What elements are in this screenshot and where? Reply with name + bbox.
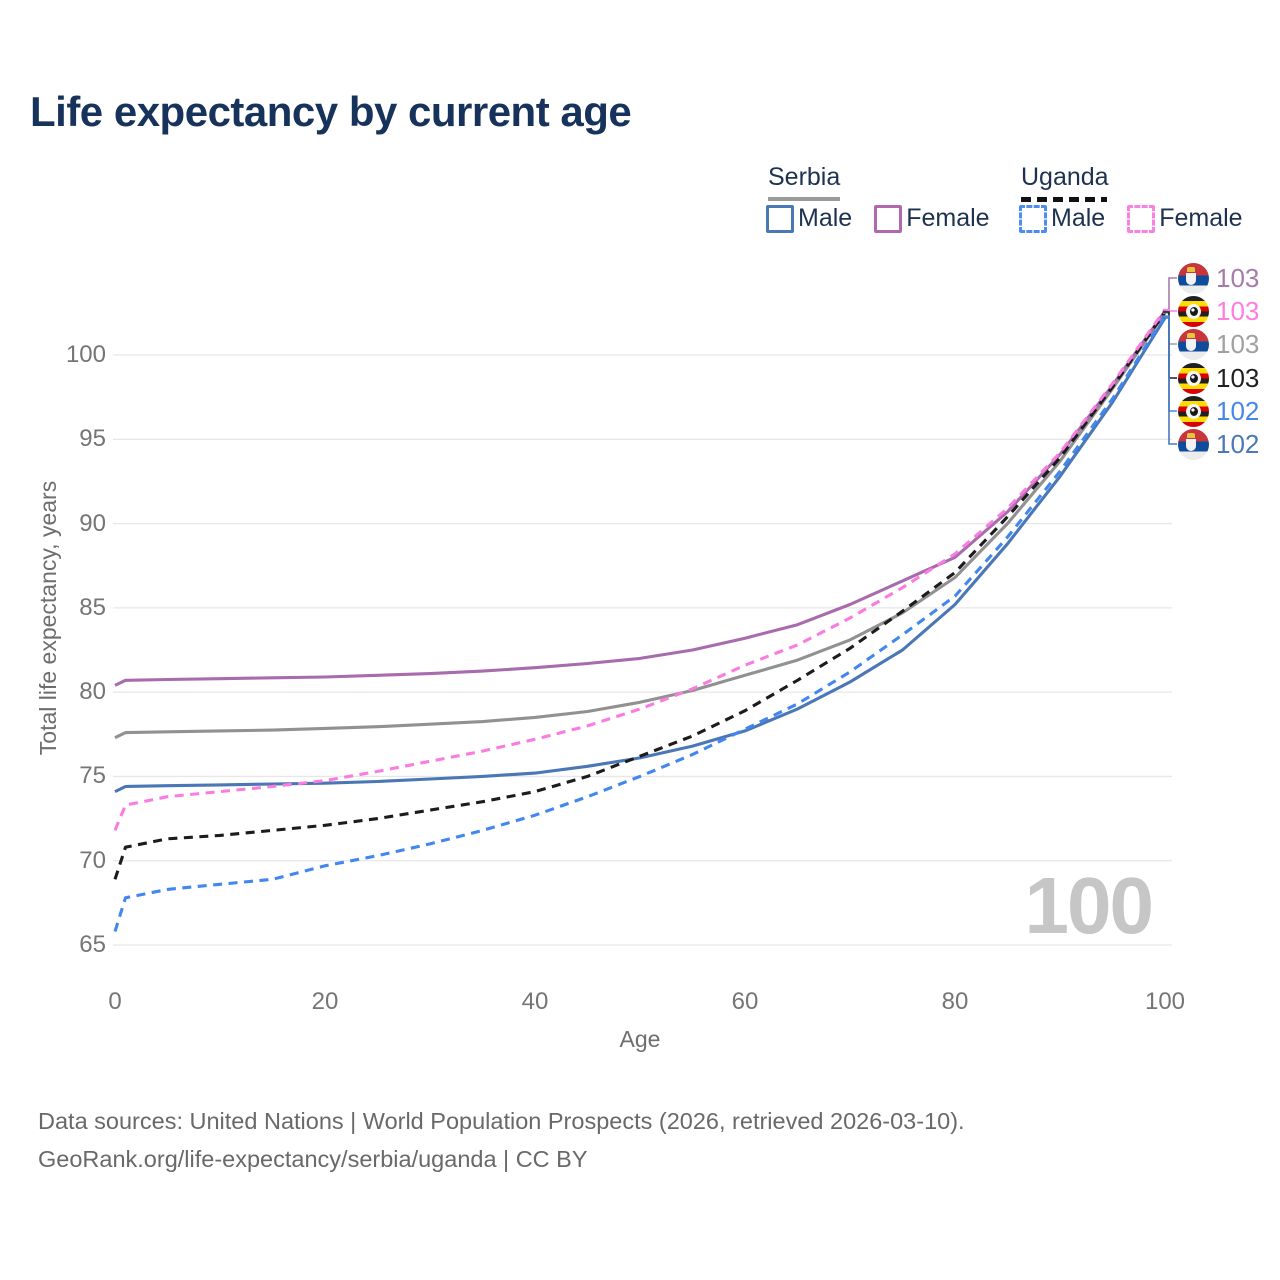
x-tick-80: 80	[941, 988, 969, 1015]
y-tick-85: 85	[79, 593, 106, 621]
y-tick-70: 70	[79, 846, 106, 874]
legend-label-uganda-male[interactable]: Male	[1051, 204, 1106, 232]
end-label-serbia-female: 103	[1178, 262, 1259, 294]
end-label-uganda-female: 103	[1178, 295, 1259, 327]
series-line-uganda-both-sexes[interactable]	[113, 311, 1167, 880]
end-label-value: 103	[1216, 328, 1260, 359]
x-axis-title: Age	[619, 1026, 661, 1052]
end-label-value: 103	[1216, 262, 1260, 293]
leader-line-serbia-male	[1163, 317, 1177, 445]
uganda-flag-icon	[1178, 395, 1209, 427]
y-axis-title: Total life expectancy, years	[35, 480, 61, 756]
end-label-serbia-both-sexes: 103	[1178, 328, 1259, 360]
legend-swatch-uganda-female[interactable]	[1127, 204, 1156, 233]
legend-country-uganda[interactable]: Uganda	[1021, 163, 1109, 191]
legend-group-uganda: Uganda	[1021, 163, 1109, 202]
y-tick-100: 100	[65, 341, 106, 368]
y-tick-90: 90	[79, 509, 106, 537]
x-tick-60: 60	[731, 988, 759, 1015]
end-label-value: 102	[1216, 428, 1260, 459]
series-line-uganda-male[interactable]	[113, 315, 1167, 932]
y-tick-95: 95	[79, 425, 106, 453]
end-label-uganda-male: 102	[1178, 395, 1259, 427]
leader-line-serbia-female	[1163, 277, 1177, 312]
y-tick-65: 65	[79, 931, 106, 958]
legend-swatch-serbia-female[interactable]	[874, 204, 903, 233]
footer-attribution[interactable]: GeoRank.org/life-expectancy/serbia/ugand…	[38, 1146, 588, 1172]
legend-country-serbia[interactable]: Serbia	[768, 163, 841, 191]
end-label-value: 103	[1216, 295, 1260, 326]
legend-group-serbia: Serbia	[768, 163, 840, 201]
series-line-serbia-female[interactable]	[114, 310, 1167, 687]
legend-underline-serbia	[768, 197, 840, 201]
serbia-flag-icon	[1178, 262, 1209, 294]
legend-underline-uganda	[1021, 197, 1107, 202]
y-tick-80: 80	[79, 678, 106, 706]
legend-row-serbia: Male Female	[766, 204, 990, 233]
leader-line-uganda-both-sexes	[1163, 311, 1177, 379]
series-line-uganda-female[interactable]	[113, 308, 1167, 831]
x-tick-20: 20	[311, 988, 339, 1015]
end-label-uganda-both-sexes: 103	[1178, 362, 1259, 394]
legend-label-uganda-female[interactable]: Female	[1159, 204, 1243, 232]
y-tick-75: 75	[79, 762, 106, 790]
footer-data-sources: Data sources: United Nations | World Pop…	[38, 1108, 965, 1134]
serbia-flag-icon	[1178, 328, 1209, 360]
age-watermark: 100	[1024, 861, 1154, 950]
leader-line-uganda-female	[1163, 308, 1177, 312]
legend-label-serbia-female[interactable]: Female	[906, 204, 990, 232]
end-label-value: 102	[1216, 395, 1260, 426]
legend-row-uganda: Male Female	[1019, 204, 1243, 233]
serbia-flag-icon	[1178, 428, 1209, 460]
x-tick-40: 40	[521, 988, 549, 1015]
series-line-serbia-male[interactable]	[114, 317, 1167, 793]
legend-label-serbia-male[interactable]: Male	[798, 204, 853, 232]
x-tick-100: 100	[1144, 988, 1186, 1015]
series-line-serbia-both-sexes[interactable]	[114, 312, 1167, 740]
legend-swatch-serbia-male[interactable]	[766, 204, 794, 233]
leader-line-uganda-male	[1163, 315, 1177, 412]
uganda-flag-icon	[1178, 362, 1209, 394]
legend-swatch-uganda-male[interactable]	[1019, 204, 1047, 233]
uganda-flag-icon	[1178, 295, 1209, 327]
page-title: Life expectancy by current age	[30, 88, 632, 135]
end-label-serbia-male: 102	[1178, 428, 1259, 460]
x-tick-0: 0	[108, 988, 122, 1015]
end-label-value: 103	[1216, 362, 1260, 393]
